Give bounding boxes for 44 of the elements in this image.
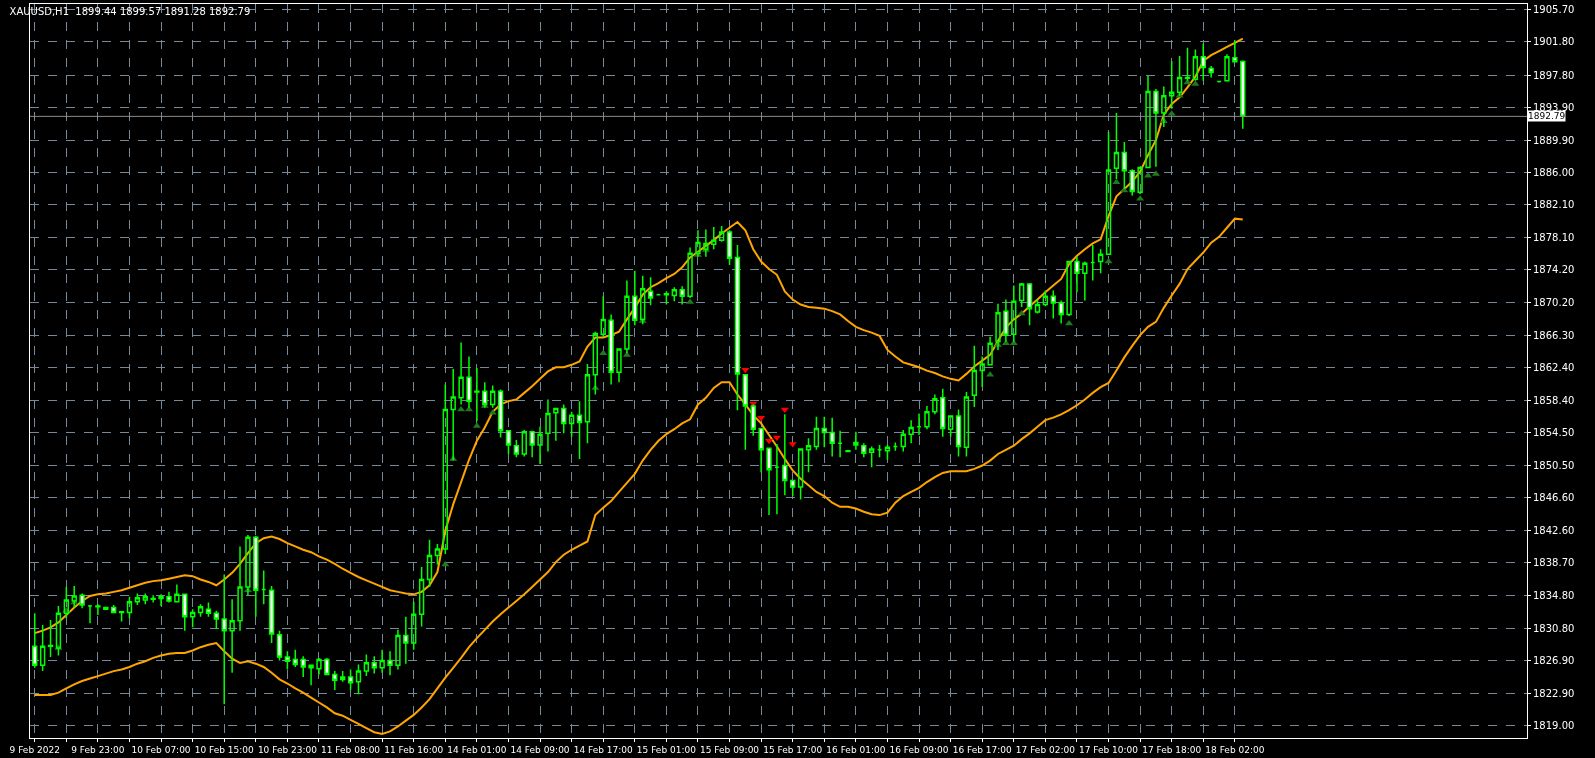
x-tick-label: 16 Feb 09:00 [889, 744, 949, 755]
y-tick-label: 1819.00 [1533, 720, 1575, 732]
y-tick-label: 1874.20 [1533, 264, 1575, 276]
y-tick-label: 1862.40 [1533, 361, 1575, 373]
y-tick-label: 1901.80 [1533, 36, 1575, 48]
ref-line-label: 1892.79 [1528, 111, 1566, 121]
y-tick-label: 1889.90 [1533, 134, 1575, 146]
x-tick-label: 11 Feb 16:00 [384, 744, 444, 755]
y-tick-label: 1826.90 [1533, 654, 1575, 666]
y-tick-label: 1882.10 [1533, 199, 1575, 211]
y-tick-label: 1834.80 [1533, 589, 1575, 601]
y-tick-label: 1886.00 [1533, 166, 1575, 178]
y-tick-label: 1878.10 [1533, 232, 1575, 244]
x-tick-label: 10 Feb 15:00 [194, 744, 255, 755]
x-tick-label: 16 Feb 17:00 [952, 744, 1013, 755]
y-tick-label: 1858.40 [1533, 394, 1575, 406]
y-tick-label: 1838.70 [1533, 557, 1575, 569]
x-tick-label: 17 Feb 18:00 [1142, 744, 1202, 755]
x-tick-label: 15 Feb 17:00 [763, 744, 823, 755]
x-tick-label: 14 Feb 09:00 [510, 744, 570, 755]
x-tick-label: 15 Feb 09:00 [700, 744, 760, 755]
y-tick-label: 1905.70 [1533, 4, 1575, 16]
y-tick-label: 1893.90 [1533, 101, 1575, 113]
x-tick-label: 9 Feb 2022 [9, 744, 60, 755]
x-tick-label: 10 Feb 07:00 [131, 744, 191, 755]
x-tick-label: 14 Feb 01:00 [447, 744, 507, 755]
y-tick-label: 1850.50 [1533, 460, 1575, 472]
y-tick-label: 1830.80 [1533, 622, 1575, 634]
x-tick-label: 9 Feb 23:00 [71, 744, 125, 755]
x-tick-label: 14 Feb 17:00 [573, 744, 634, 755]
x-tick-label: 11 Feb 08:00 [321, 744, 381, 755]
y-tick-label: 1870.20 [1533, 297, 1575, 309]
x-tick-label: 10 Feb 23:00 [257, 744, 318, 755]
y-tick-label: 1854.50 [1533, 427, 1575, 439]
y-tick-label: 1842.60 [1533, 525, 1575, 537]
y-tick-label: 1866.30 [1533, 329, 1575, 341]
y-tick-label: 1897.80 [1533, 69, 1575, 81]
x-tick-label: 17 Feb 10:00 [1079, 744, 1139, 755]
x-tick-label: 18 Feb 02:00 [1205, 744, 1265, 755]
x-tick-label: 16 Feb 01:00 [826, 744, 886, 755]
x-tick-label: 17 Feb 02:00 [1015, 744, 1076, 755]
y-tick-label: 1846.60 [1533, 492, 1575, 504]
x-tick-label: 15 Feb 01:00 [636, 744, 697, 755]
y-tick-label: 1822.90 [1533, 687, 1575, 699]
